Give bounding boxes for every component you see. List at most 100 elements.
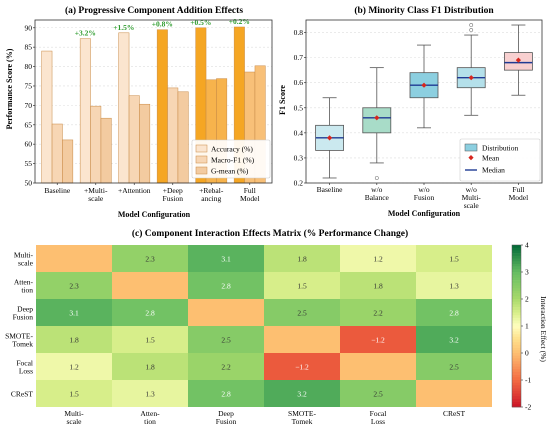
colorbar-segment [512,344,521,348]
heatmap-cell-value: −1.2 [295,363,309,372]
chart-b-y-tick-label: 0.5 [294,103,304,112]
colorbar-segment [512,272,521,275]
heatmap-cell-value: 2.8 [145,309,155,318]
heatmap-cell-value: 2.8 [221,390,231,399]
bar-g-mean-1 [100,117,112,184]
heatmap-row-label-line: Focal [16,359,33,368]
colorbar-segment [512,353,521,356]
colorbar-segment [512,374,521,378]
heatmap-row-label: SMOTE-Tomek [5,332,33,349]
chart-a-x-tick-label: +Rebal-ancing [199,186,224,203]
chart-b-x-tick-label-line: w/o [466,185,478,194]
chart-a-bars [41,26,266,184]
heatmap-row-label-line: tion [21,286,33,295]
heatmap-column-label: Deep Fusion [216,409,237,426]
heatmap-cell-value: 1.2 [69,363,79,372]
heatmap-cell [188,299,264,326]
heatmap-cell-value: −1.2 [371,336,385,345]
improvement-label: +0.5% [190,18,211,27]
heatmap-row-label-line: Tomek [12,340,33,349]
heatmap-cell-value: 2.5 [297,309,307,318]
chart-a-x-tick-label-line: +Deep [163,186,183,195]
box-outlier [469,28,474,32]
colorbar-segment [512,401,521,405]
colorbar-segment [512,380,521,383]
heatmap-cell-value: 2.2 [373,309,383,318]
chart-a-x-tick-label-line: Baseline [44,186,70,195]
colorbar-segment [512,369,521,373]
legend-label-2: G-mean (%) [211,167,249,176]
box-outlier [374,176,379,180]
colorbar-segment [512,299,521,302]
chart-a-x-tick-label: +Multi-scale [84,186,108,203]
chart-a-title: (a) Progressive Component Addition Effec… [65,5,243,16]
chart-a-y-tick-label: 60 [25,140,33,149]
colorbar-segment [512,350,521,354]
chart-b-x-axis-label: Model Configuration [388,209,461,218]
heatmap-cell-value: 2.2 [221,363,231,372]
chart-b-y-tick-label: 0.3 [294,153,304,162]
heatmap-cell [264,299,340,326]
legend-distribution-label: Distribution [482,144,519,153]
box-0 [315,97,345,179]
heatmap-column-label-line: Focal [370,409,387,418]
heatmap-row-label: Multi-scale [14,251,34,268]
colorbar-segment [512,261,521,265]
chart-b-x-tick-label: Baseline [317,185,343,194]
chart-b-y-tick-label: 0.8 [294,28,304,37]
heatmap-cell [36,272,112,299]
chart-b-x-tick-label-line: scale [464,201,480,210]
chart-a-y-axis-label: Performance Score (%) [5,48,14,129]
bar-g-mean-2 [139,103,151,184]
heatmap-column-label-line: Deep [218,409,234,418]
chart-a-legend-frame [191,139,271,179]
chart-b-x-tick-label: w/o Balance [365,185,390,202]
legend-label-1: Macro-F1 (%) [211,156,255,165]
chart-b-x-tick-label-line: w/o [371,185,383,194]
chart-a-x-tick-label: +Attention [118,186,151,195]
colorbar-segment [512,388,521,392]
box-mean-marker [468,75,474,81]
heatmap-cell [416,245,492,272]
colorbar-segment [512,323,521,327]
chart-a-x-tick-label-line: +Multi- [84,186,108,195]
chart-b-x-tick-label: Full Model [509,185,529,202]
heatmap-cell-value: 1.5 [69,390,79,399]
heatmap-cell [264,326,340,353]
colorbar-segment [512,371,521,375]
heatmap-cell [188,380,264,407]
colorbar-segment [512,253,521,257]
colorbar-segment [512,326,521,329]
interaction-heatmap: (c) Component Interaction Effects Matrix… [5,228,548,426]
colorbar-segment [512,339,521,343]
bar-g-mean-3 [177,91,189,184]
chart-a-x-tick-label-line: scale [88,194,104,203]
colorbar-segment [512,293,521,297]
heatmap-cell [36,326,112,353]
heatmap-column-label: CReST [443,409,466,418]
chart-b-plot-frame [305,19,543,184]
colorbar-segment [512,309,521,313]
heatmap-cell [264,272,340,299]
chart-b-x-tick-label-line: Full [512,185,524,194]
colorbar-segment [512,274,521,278]
heatmap-column-label: Multi-scale [64,409,84,426]
heatmap-cell-value: 3.2 [449,336,459,345]
box-1 [362,67,392,180]
colorbar-tick-label: -1 [525,376,531,385]
heatmap-cell-value: 2.3 [69,282,79,291]
chart-b-y-tick-label: 0.4 [294,128,304,137]
heatmap-cell [36,380,112,407]
colorbar-tick-label: 2 [525,295,529,304]
minority-f1-boxplot: (b) Minority Class F1 Distribution F1 Sc… [278,5,543,218]
heatmap-row-label-line: Loss [19,367,33,376]
heatmap-cell [340,272,416,299]
chart-a-y-tick-label: 70 [25,101,33,110]
colorbar-tick-label: -2 [525,403,531,412]
bar-macro-f1-3 [167,87,179,184]
heatmap-cell-value: 1.5 [145,336,155,345]
box-mean-marker [515,57,521,63]
legend-label-0: Accuracy (%) [211,145,253,154]
